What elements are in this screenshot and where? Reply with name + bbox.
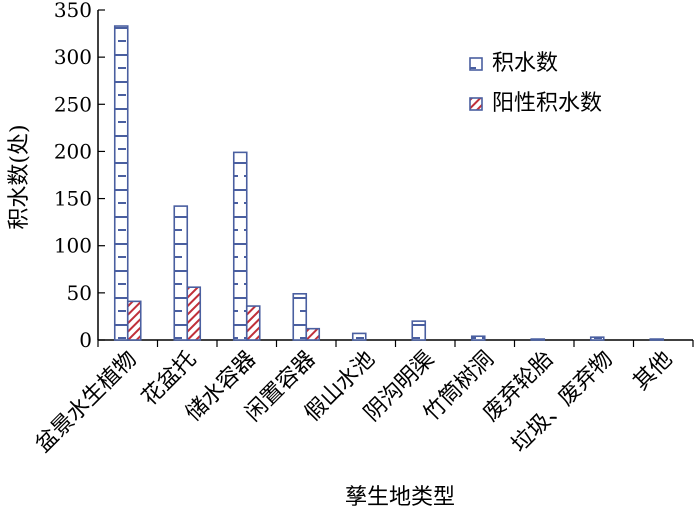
- category-ticks: [97, 340, 694, 347]
- legend-label-positive: 阳性积水数: [492, 91, 602, 116]
- bars: [113, 25, 665, 341]
- bar-total-5: [411, 320, 427, 341]
- y-tick-label: 250: [54, 92, 92, 116]
- y-tick-label: 50: [67, 281, 92, 305]
- bar-total-1: [173, 205, 189, 341]
- y-tick-label: 350: [54, 0, 92, 22]
- bar-total-2: [232, 151, 248, 341]
- bar-positive-2: [245, 305, 261, 341]
- legend: 积水数 阳性积水数: [469, 51, 602, 116]
- bar-total-7: [530, 338, 546, 341]
- y-tick-label: 0: [79, 328, 92, 352]
- y-tick-label: 100: [54, 234, 92, 258]
- category-labels: 盆景水生植物花盆托储水容器闲置容器假山水池阴沟明渠竹筒树洞废弃轮胎垃圾、废弃物其…: [31, 347, 678, 458]
- bar-total-3: [292, 292, 308, 341]
- bar-positive-1: [186, 286, 202, 341]
- y-tick-label: 200: [54, 139, 92, 163]
- bar-total-6: [470, 335, 486, 341]
- bar-total-8: [589, 336, 605, 341]
- legend-item-positive: 阳性积水数: [469, 91, 602, 116]
- category-label: 其他: [629, 347, 678, 396]
- legend-swatch-total: [469, 57, 483, 71]
- y-tick-label: 150: [54, 187, 92, 211]
- bar-total-4: [351, 332, 367, 341]
- legend-swatch-positive: [469, 97, 483, 111]
- y-axis-title: 积水数(处): [7, 124, 32, 229]
- x-axis-title: 孳生地类型: [345, 485, 455, 510]
- category-label: 盆景水生植物: [31, 347, 142, 458]
- y-ticks: 0 50 100 150 200 250 300 350: [54, 0, 105, 352]
- y-tick-label: 300: [54, 45, 92, 69]
- bar-total-0: [113, 25, 129, 341]
- bar-positive-0: [126, 300, 142, 341]
- bar-total-9: [649, 338, 665, 341]
- legend-label-total: 积水数: [492, 51, 558, 76]
- legend-item-total: 积水数: [469, 51, 558, 76]
- bar-positive-3: [305, 327, 321, 341]
